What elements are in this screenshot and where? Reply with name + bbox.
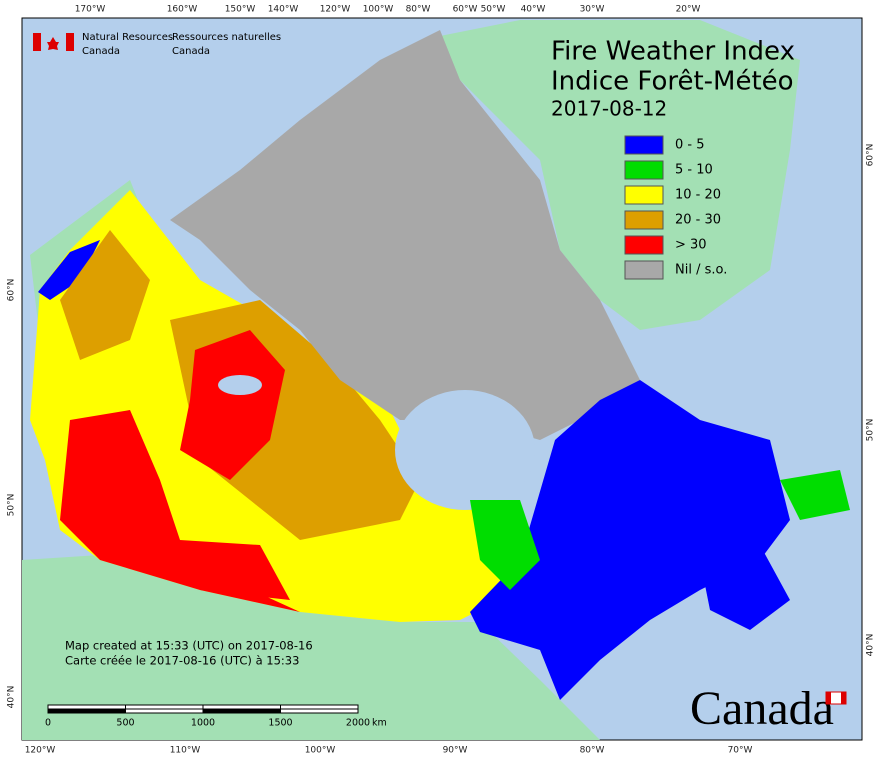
scale-label: 500	[116, 718, 134, 729]
fwi-region	[470, 500, 540, 590]
fwi-region	[180, 330, 285, 480]
wordmark-flag	[826, 692, 831, 704]
graticule-label: 70°W	[728, 746, 753, 756]
scale-unit: km	[372, 718, 387, 729]
graticule-label: 160°W	[167, 5, 198, 15]
graticule-label: 120°W	[320, 5, 351, 15]
fwi-region	[180, 540, 290, 600]
scale-label: 0	[45, 718, 51, 729]
graticule-label: 120°W	[25, 746, 56, 756]
agency-text: Canada	[172, 46, 210, 57]
fwi-region	[60, 230, 150, 360]
agency-text: Ressources naturelles	[172, 32, 281, 43]
legend-swatch	[624, 160, 664, 180]
scale-segment	[280, 708, 359, 714]
graticule-label: 50°N	[7, 494, 17, 517]
fwi-region	[470, 380, 790, 700]
lake	[218, 375, 262, 395]
graticule-label: 60°N	[866, 144, 876, 167]
scale-label: 1500	[268, 718, 292, 729]
graticule-label: 80°W	[406, 5, 431, 15]
nil-region	[170, 30, 640, 440]
fwi-region	[38, 240, 100, 300]
fwi-region	[780, 470, 850, 520]
wordmark: Canada	[690, 682, 834, 735]
legend-swatch	[624, 260, 664, 280]
graticule-label: 110°W	[170, 746, 201, 756]
scale-segment	[280, 704, 359, 710]
scale-segment	[202, 704, 281, 710]
map-title: Fire Weather Index	[551, 37, 795, 67]
agency-text: Canada	[82, 46, 120, 57]
scale-segment	[125, 704, 204, 710]
graticule-label: 140°W	[268, 5, 299, 15]
graticule-label: 150°W	[225, 5, 256, 15]
legend-label: > 30	[675, 238, 707, 253]
graticule-label: 50°N	[866, 419, 876, 442]
scale-label: 1000	[191, 718, 215, 729]
legend-label: 0 - 5	[675, 138, 705, 153]
graticule-label: 40°N	[866, 634, 876, 657]
flag-bar	[66, 33, 74, 51]
credit: Map created at 15:33 (UTC) on 2017-08-16	[65, 639, 313, 653]
legend-swatch	[624, 210, 664, 230]
flag-leaf	[47, 37, 59, 50]
scale-segment	[125, 708, 204, 714]
map-subtitle: Indice Forêt-Météo	[551, 67, 794, 97]
scale-label: 2000	[346, 718, 370, 729]
graticule-label: 30°W	[580, 5, 605, 15]
scale-segment	[47, 704, 126, 710]
fwi-region	[700, 545, 790, 630]
map-date: 2017-08-12	[551, 97, 667, 121]
agency-text: Natural Resources	[82, 32, 173, 43]
graticule-label: 20°W	[676, 5, 701, 15]
graticule-label: 100°W	[363, 5, 394, 15]
legend-label: 5 - 10	[675, 163, 713, 178]
credit: Carte créée le 2017-08-16 (UTC) à 15:33	[65, 654, 299, 668]
graticule-label: 60°W	[453, 5, 478, 15]
graticule-label: 50°W	[481, 5, 506, 15]
flag-bar	[33, 33, 41, 51]
legend-label: 10 - 20	[675, 188, 721, 203]
graticule-label: 40°W	[521, 5, 546, 15]
graticule-label: 60°N	[7, 279, 17, 302]
graticule-label: 40°N	[7, 686, 17, 709]
graticule-label: 170°W	[75, 5, 106, 15]
usa	[22, 555, 600, 740]
scale-segment	[202, 708, 281, 714]
hudson-bay	[395, 390, 535, 510]
graticule-label: 80°W	[580, 746, 605, 756]
wordmark-flag	[841, 692, 846, 704]
graticule-label: 100°W	[305, 746, 336, 756]
legend-swatch	[624, 185, 664, 205]
graticule-label: 90°W	[443, 746, 468, 756]
legend-swatch	[624, 135, 664, 155]
legend-swatch	[624, 235, 664, 255]
scale-segment	[47, 708, 126, 714]
fwi-region	[60, 410, 300, 612]
greenland	[420, 20, 800, 330]
legend-label: 20 - 30	[675, 213, 721, 228]
legend-label: Nil / s.o.	[675, 263, 727, 278]
